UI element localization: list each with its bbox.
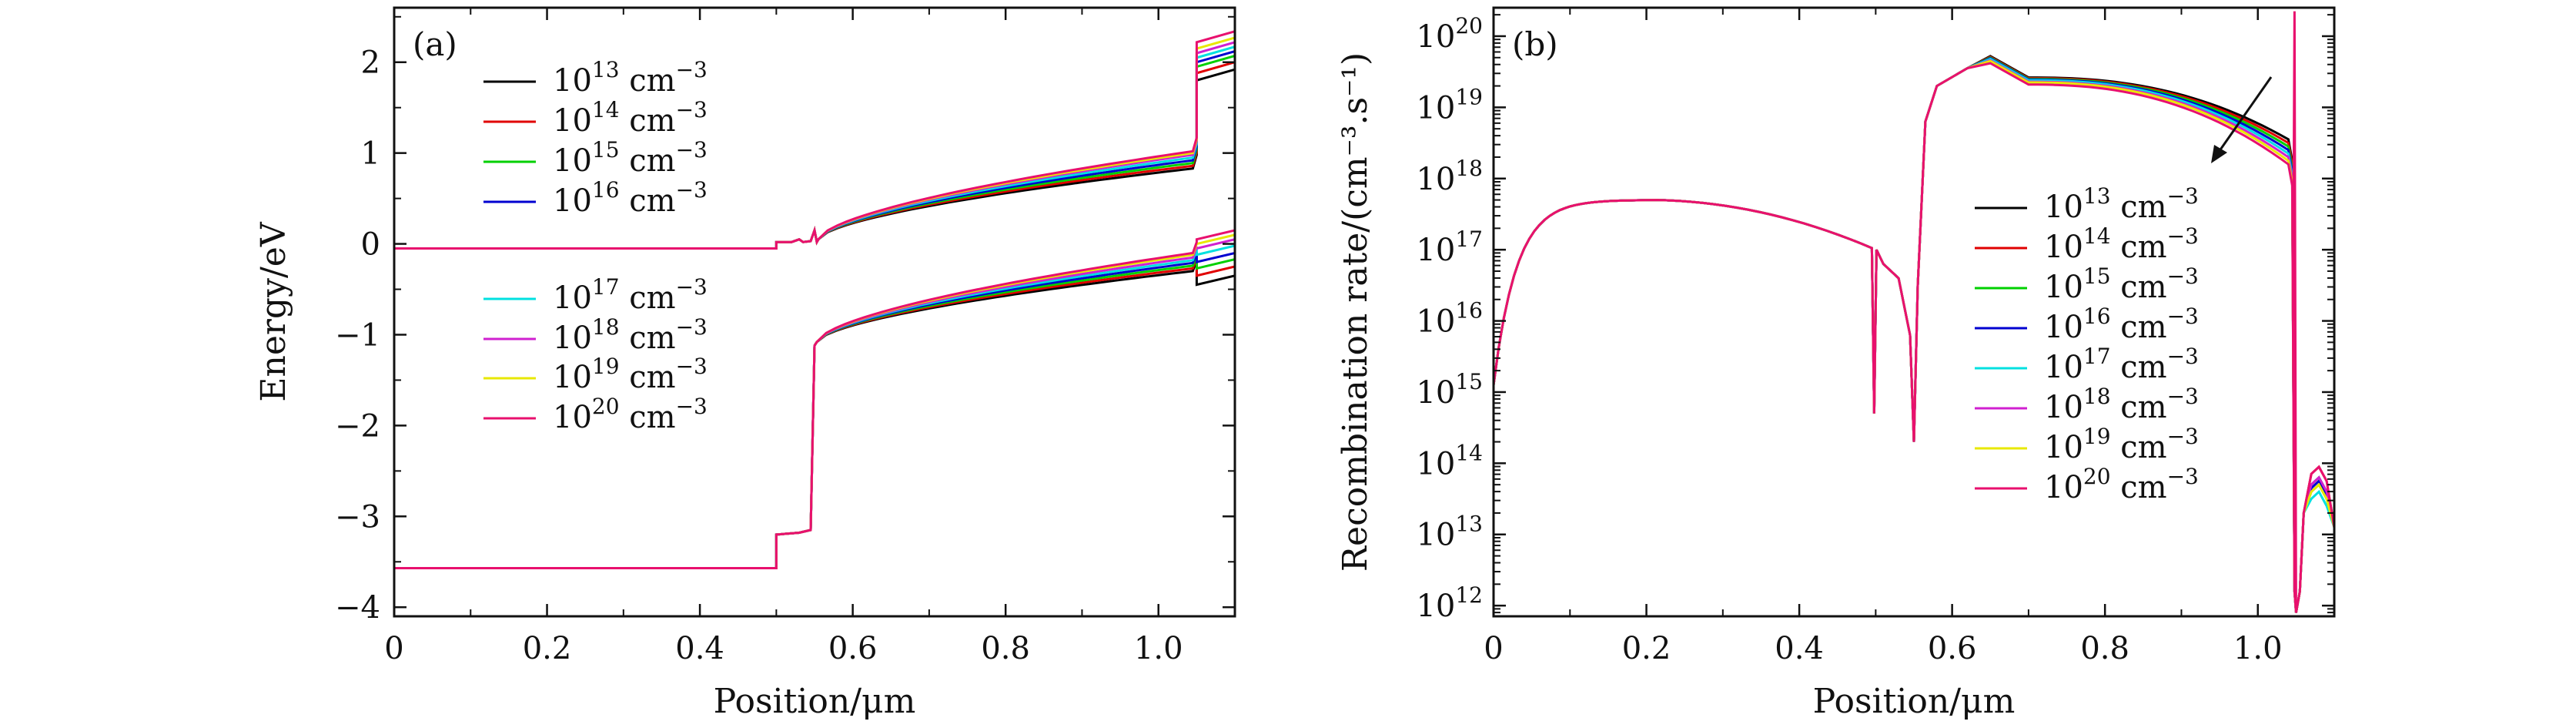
panel-b-y-axis-label: Recombination rate/(cm⁻³.s⁻¹) <box>1336 52 1375 572</box>
panel-b-y-tick-label: 1015 <box>1416 369 1483 411</box>
panel-a-x-axis-label: Position/μm <box>714 682 916 721</box>
panel-b-legend-label: 1018 cm−3 <box>2044 384 2199 425</box>
panel-b-label: (b) <box>1512 25 1558 63</box>
panel-a-y-tick-label: −2 <box>335 408 380 444</box>
panel-a-conduction-band-line <box>394 30 1235 250</box>
panel-a-label: (a) <box>413 25 457 63</box>
panel-b-spike-line <box>2291 11 2297 606</box>
panel-b-y-tick-label: 1012 <box>1416 582 1483 624</box>
panel-a-conduction-band-line <box>394 41 1235 250</box>
panel-b-recombination-line <box>1494 55 2334 613</box>
panel-a-ticks: 0 0.2 0.4 0.6 0.8 1.0 2 1 0 −1 −2 −3 −4 <box>335 8 1236 666</box>
panel-a-x-tick-label: 0.6 <box>828 631 878 666</box>
panel-a-conduction-band-line <box>394 45 1235 250</box>
panel-a-x-tick-label: 0.8 <box>981 631 1030 666</box>
panel-b-y-tick-label: 1014 <box>1416 440 1483 481</box>
panel-b-x-tick-label: 1.0 <box>2233 631 2283 666</box>
panel-a-x-tick-label: 0 <box>384 631 403 666</box>
panel-a-y-tick-label: 0 <box>361 227 380 263</box>
panel-a-frame <box>393 6 1236 618</box>
panel-a-valence-band-line <box>394 233 1235 569</box>
panel-a-y-tick-label: 2 <box>361 45 380 81</box>
panel-b-x-tick-label: 0.8 <box>2080 631 2129 666</box>
panel-b-recombination-line <box>1494 56 2334 613</box>
panel-a-legend-label: 1014 cm−3 <box>553 97 708 139</box>
panel-a-conduction-band-line <box>394 68 1235 250</box>
panel-a-legend-label: 1013 cm−3 <box>553 57 708 99</box>
panel-a-series <box>394 30 1235 569</box>
panel-b: 0 0.2 0.4 0.6 0.8 1.0 1020 1019 1018 1017 1016 1015… <box>1336 6 2336 721</box>
panel-a-legend-label: 1016 cm−3 <box>553 177 708 219</box>
panel-b-series <box>1494 11 2334 613</box>
panel-b-x-tick-label: 0.2 <box>1622 631 1671 666</box>
panel-a-valence-band-line <box>394 229 1235 569</box>
panel-b-y-tick-label: 1018 <box>1416 156 1483 197</box>
panel-b-y-tick-label: 1017 <box>1416 226 1483 268</box>
panel-a-y-tick-label: 1 <box>361 136 380 172</box>
panel-b-y-tick-label: 1016 <box>1416 298 1483 340</box>
panel-a-x-tick-label: 0.2 <box>523 631 572 666</box>
panel-a-conduction-band-line <box>394 61 1235 250</box>
panel-b-legend-label: 1013 cm−3 <box>2044 183 2199 225</box>
panel-b-x-tick-label: 0 <box>1484 631 1503 666</box>
panel-a: 0 0.2 0.4 0.6 0.8 1.0 2 1 0 −1 −2 −3 −4 (a) Position… <box>254 6 1236 721</box>
panel-b-recombination-line <box>1494 56 2334 613</box>
panel-a-x-tick-label: 0.4 <box>675 631 724 666</box>
panel-b-y-tick-label: 1013 <box>1416 512 1483 553</box>
panel-b-legend-label: 1015 cm−3 <box>2044 263 2199 305</box>
panel-b-frame <box>1492 6 2336 618</box>
panel-a-legend-label: 1019 cm−3 <box>553 354 708 395</box>
panel-a-conduction-band-line <box>394 36 1235 250</box>
panel-a-y-tick-label: −1 <box>335 317 380 353</box>
panel-b-recombination-line <box>1494 59 2334 613</box>
panel-a-legend-label: 1020 cm−3 <box>553 394 708 435</box>
panel-b-ticks: 0 0.2 0.4 0.6 0.8 1.0 1020 1019 1018 1017 1016 1015… <box>1416 8 2335 666</box>
panel-a-y-tick-label: −3 <box>335 499 380 535</box>
panel-b-recombination-line <box>1494 62 2334 613</box>
panel-a-valence-band-line <box>394 257 1235 569</box>
panel-a-valence-band-line <box>394 238 1235 569</box>
panel-b-x-axis-label: Position/μm <box>1813 682 2016 721</box>
panel-a-valence-band-line <box>394 260 1235 569</box>
panel-b-x-tick-label: 0.4 <box>1775 631 1824 666</box>
panel-b-legend-label: 1019 cm−3 <box>2044 424 2199 465</box>
panel-b-legend-label: 1017 cm−3 <box>2044 344 2199 385</box>
panel-a-y-axis-label: Energy/eV <box>254 221 293 401</box>
panel-b-legend-label: 1016 cm−3 <box>2044 304 2199 345</box>
panel-a-x-tick-label: 1.0 <box>1134 631 1183 666</box>
panel-b-x-tick-label: 0.6 <box>1928 631 1977 666</box>
trend-arrow-shaft <box>2216 76 2273 155</box>
panel-a-conduction-band-line <box>394 55 1235 250</box>
panel-a-legend-label: 1017 cm−3 <box>553 274 708 316</box>
panel-b-recombination-line <box>1494 59 2334 613</box>
panel-b-recombination-line <box>1494 55 2334 613</box>
panel-a-valence-band-line <box>394 254 1235 569</box>
trend-arrow-head <box>2211 145 2227 163</box>
panel-b-recombination-line <box>1494 57 2334 613</box>
panel-b-legend-label: 1020 cm−3 <box>2044 464 2199 505</box>
panel-b-y-tick-label: 1019 <box>1416 84 1483 126</box>
panel-a-y-tick-label: −4 <box>335 590 380 626</box>
panel-b-y-tick-label: 1020 <box>1416 13 1483 55</box>
panel-b-legend-label: 1014 cm−3 <box>2044 223 2199 265</box>
panel-a-valence-band-line <box>394 244 1235 569</box>
panel-a-legend-label: 1015 cm−3 <box>553 137 708 179</box>
panel-a-legend-label: 1018 cm−3 <box>553 314 708 356</box>
